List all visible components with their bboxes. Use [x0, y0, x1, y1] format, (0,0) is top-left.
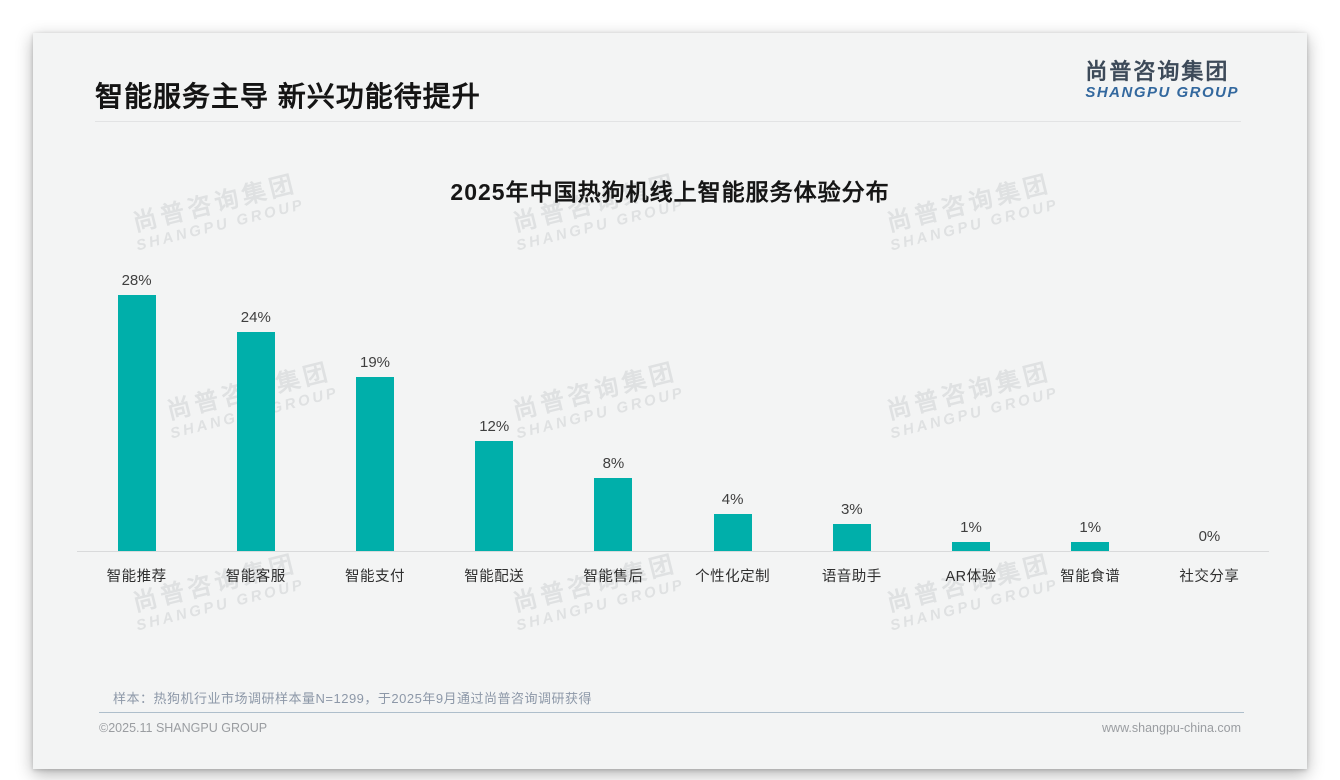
chart-title: 2025年中国热狗机线上智能服务体验分布: [450, 179, 890, 205]
bar-value-label: 0%: [1198, 528, 1221, 545]
bar-slot: 28%: [77, 272, 196, 551]
bar: [236, 332, 275, 551]
bar-value-label: 19%: [359, 354, 391, 371]
bar: [475, 441, 514, 551]
category-label: 智能配送: [464, 569, 525, 585]
bar-slot: 4%: [673, 272, 792, 551]
slide-card: 尚普咨询集团 SHANGPU GROUP 尚普咨询集团 SHANGPU GROUP 尚普…: [33, 33, 1307, 769]
bar-slot: 3%: [792, 272, 911, 551]
bar-value-label: 24%: [240, 309, 271, 326]
bar-slot: 1%: [911, 272, 1030, 551]
bar-value-label: 4%: [721, 491, 744, 508]
bar-value-label: 1%: [960, 519, 982, 536]
category-label: 智能客服: [225, 569, 286, 585]
category-label: 语音助手: [821, 569, 882, 585]
bar-value-label: 1%: [1079, 519, 1102, 536]
bar-value-label: 8%: [602, 455, 625, 472]
bar: [832, 524, 871, 551]
bar-slot: 19%: [315, 272, 434, 551]
bar-slot: 1%: [1031, 272, 1150, 551]
bar-value-label: 3%: [840, 501, 863, 518]
category-label: 智能支付: [345, 569, 405, 585]
category-label: 个性化定制: [695, 569, 771, 585]
bar: [117, 295, 156, 551]
footer-bar: ©2025.11 SHANGPU GROUP www.shangpu-china…: [99, 721, 1241, 735]
category-label: 社交分享: [1179, 569, 1240, 585]
bar-slot: 24%: [196, 272, 315, 551]
bar: [1071, 542, 1110, 551]
bar: [713, 514, 752, 551]
slide-title: 智能服务主导 新兴功能待提升: [95, 81, 481, 112]
website-url: www.shangpu-china.com: [1102, 721, 1241, 735]
bar: [952, 542, 991, 551]
bar-slot: 8%: [554, 272, 673, 551]
bar-value-label: 28%: [121, 272, 152, 289]
bar-value-label: 12%: [479, 418, 510, 435]
bar: [356, 377, 394, 551]
header-divider: [95, 121, 1241, 122]
logo-chinese-name: 尚普咨询集团: [1085, 59, 1230, 84]
company-logo: 尚普咨询集团 SHANGPU GROUP: [1085, 59, 1239, 102]
sample-note: 样本：热狗机行业市场调研样本量N=1299，于2025年9月通过尚普咨询调研获得: [113, 691, 593, 706]
copyright-text: ©2025.11 SHANGPU GROUP: [99, 721, 268, 735]
category-label: 智能食谱: [1060, 569, 1121, 585]
bar: [594, 478, 633, 551]
category-label: 智能售后: [583, 569, 644, 585]
slide-header: 智能服务主导 新兴功能待提升 尚普咨询集团 SHANGPU GROUP: [33, 33, 1307, 123]
bar-slot: 0%: [1150, 272, 1269, 551]
bar-slot: 12%: [435, 272, 554, 551]
category-label: 智能推荐: [106, 569, 167, 585]
category-label: AR体验: [945, 569, 997, 585]
category-axis: 智能推荐 智能客服 智能支付 智能配送 智能售后 个性化定制 语音助手 AR体验 智能食谱 社交分…: [77, 565, 1269, 586]
bar-plot: 28% 24% 19% 12% 8% 4% 3% 1% 1% 0%: [77, 272, 1269, 552]
footer-divider: [99, 712, 1244, 713]
logo-english-name: SHANGPU GROUP: [1085, 84, 1239, 102]
